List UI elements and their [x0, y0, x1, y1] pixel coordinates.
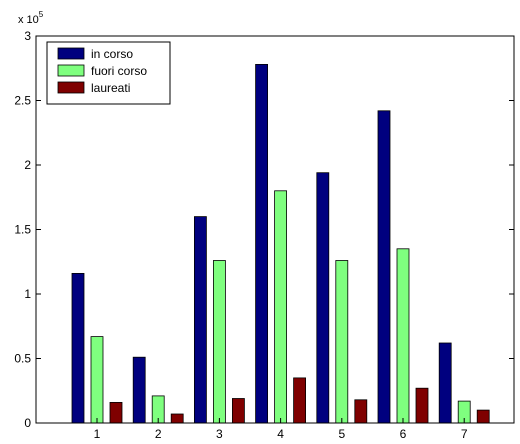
- x-tick-label: 2: [155, 427, 162, 439]
- bar-laureati-6: [415, 387, 429, 424]
- y-tick-label: 1.5: [14, 223, 31, 237]
- bar-laureati-4: [293, 377, 307, 424]
- y-tick-label: 0: [24, 416, 31, 430]
- bar-laureati-2: [170, 413, 184, 424]
- bar-in-corso-3: [193, 216, 207, 424]
- bar-fuori-corso-6: [396, 248, 410, 424]
- y-multiplier: x 105: [18, 10, 44, 26]
- legend-label: in corso: [91, 47, 133, 61]
- bar-fuori-corso-4: [274, 190, 288, 424]
- plot-frame: [35, 35, 515, 424]
- y-axis: 0 0.5 1 1.5 2 2.5 3: [14, 29, 514, 430]
- legend: in corso fuori corso laureati: [46, 41, 171, 105]
- legend-label: laureati: [91, 81, 130, 95]
- y-tick-label: 3: [24, 29, 31, 43]
- legend-swatch: [57, 81, 85, 94]
- bar-laureati-3: [231, 398, 245, 424]
- bar-in-corso-1: [71, 272, 85, 424]
- legend-swatch: [57, 47, 85, 60]
- bars-layer: [71, 64, 490, 424]
- x-tick-label: 7: [461, 427, 468, 439]
- bar-in-corso-6: [377, 110, 391, 424]
- x-tick-label: 6: [400, 427, 407, 439]
- y-tick-label: 2: [24, 158, 31, 172]
- bar-fuori-corso-3: [212, 260, 226, 424]
- bar-in-corso-7: [438, 342, 452, 424]
- legend-label: fuori corso: [91, 64, 147, 78]
- y-tick-label: 1: [24, 287, 31, 301]
- x-tick-label: 3: [216, 427, 223, 439]
- bar-fuori-corso-5: [335, 260, 349, 424]
- y-tick-label: 2.5: [14, 94, 31, 108]
- x-tick-label: 5: [338, 427, 345, 439]
- bar-laureati-7: [476, 409, 490, 424]
- x-tick-label: 4: [277, 427, 284, 439]
- bar-in-corso-4: [255, 64, 269, 424]
- x-axis: 1 2 3 4 5 6 7: [94, 418, 468, 441]
- legend-swatch: [57, 64, 85, 77]
- x-tick-label: 1: [94, 427, 101, 439]
- bar-laureati-1: [109, 401, 123, 424]
- y-tick-label: 0.5: [14, 352, 31, 366]
- bar-in-corso-2: [132, 356, 146, 424]
- bar-laureati-5: [354, 399, 368, 424]
- bar-in-corso-5: [316, 172, 330, 424]
- bar-fuori-corso-1: [90, 336, 104, 424]
